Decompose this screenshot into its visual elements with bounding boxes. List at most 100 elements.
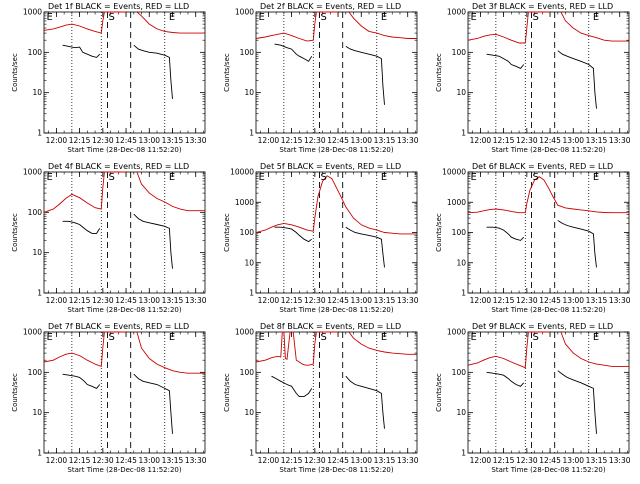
y-tick-label: 1000: [235, 328, 254, 337]
x-tick-label: 13:30: [185, 456, 207, 465]
x-tick-label: 12:30: [92, 136, 114, 145]
panel-title: Det 7f BLACK = Events, RED = LLD: [48, 322, 189, 331]
y-tick-label: 100: [28, 48, 43, 57]
x-tick-label: 12:30: [304, 296, 326, 305]
panel-3: Det 3f BLACK = Events, RED = LLD 1 10 100 10…: [435, 2, 631, 154]
series-lld-segment-1: [255, 175, 417, 235]
x-tick-label: 12:45: [539, 296, 561, 305]
x-tick-label: 12:45: [115, 456, 137, 465]
event-marker-e: E: [259, 332, 265, 343]
series-lld-segment-2: [136, 331, 205, 374]
x-tick-label: 12:00: [46, 456, 68, 465]
x-tick-label: 13:15: [374, 136, 396, 145]
x-tick-label: 13:30: [185, 136, 207, 145]
y-tick-label: 100: [28, 208, 43, 217]
series-events-segment-1: [274, 226, 312, 243]
x-tick-label: 13:30: [397, 296, 419, 305]
panel-title: Det 4f BLACK = Events, RED = LLD: [48, 162, 189, 171]
plot-frame: [467, 331, 630, 454]
panel-7: Det 7f BLACK = Events, RED = LLD 1 10 100 10…: [11, 322, 207, 474]
x-tick-label: 12:15: [281, 456, 303, 465]
x-tick-label: 12:30: [516, 456, 538, 465]
x-tick-label: 12:00: [470, 456, 492, 465]
series-lld-segment-2: [136, 11, 205, 34]
x-tick-label: 12:00: [258, 136, 280, 145]
x-axis-label: Start Time (28-Dec-08 11:52:20): [279, 306, 393, 314]
series-events-segment-1: [486, 53, 525, 69]
event-marker-e: E: [47, 12, 53, 23]
event-marker-s: S: [320, 12, 326, 23]
x-tick-label: 13:00: [350, 136, 372, 145]
y-tick-label: 1: [249, 289, 254, 298]
y-tick-label: 100: [240, 368, 255, 377]
x-tick-label: 13:15: [162, 136, 184, 145]
y-tick-label: 10: [244, 408, 254, 417]
x-tick-label: 13:00: [562, 296, 584, 305]
x-tick-label: 13:00: [138, 296, 160, 305]
event-marker-e: E: [169, 172, 175, 183]
x-tick-label: 12:15: [493, 136, 515, 145]
x-tick-label: 13:00: [562, 456, 584, 465]
x-tick-label: 12:45: [327, 296, 349, 305]
event-marker-e: E: [169, 332, 175, 343]
series-events-segment-2: [557, 370, 597, 434]
x-tick-label: 12:45: [327, 456, 349, 465]
x-tick-label: 13:30: [609, 296, 631, 305]
y-tick-label: 1: [249, 129, 254, 138]
panel-8: Det 8f BLACK = Events, RED = LLD 1 10 100 10…: [223, 322, 419, 474]
x-tick-label: 12:00: [470, 136, 492, 145]
panel-title: Det 8f BLACK = Events, RED = LLD: [260, 322, 401, 331]
y-tick-label: 1000: [235, 8, 254, 17]
event-marker-e: E: [471, 332, 477, 343]
x-tick-label: 12:00: [470, 296, 492, 305]
y-tick-label: 1000: [23, 8, 42, 17]
x-tick-label: 12:00: [46, 136, 68, 145]
x-tick-label: 13:15: [162, 456, 184, 465]
x-tick-label: 12:15: [69, 456, 91, 465]
x-tick-label: 13:00: [350, 296, 372, 305]
y-tick-label: 1000: [447, 328, 466, 337]
x-axis-label: Start Time (28-Dec-08 11:52:20): [491, 146, 605, 154]
x-tick-label: 13:15: [374, 296, 396, 305]
event-marker-e: E: [47, 332, 53, 343]
x-tick-label: 12:15: [69, 136, 91, 145]
event-marker-e: E: [169, 12, 175, 23]
series-events-segment-1: [274, 43, 313, 62]
x-tick-label: 12:15: [493, 456, 515, 465]
event-marker-s: S: [320, 172, 326, 183]
series-events-segment-1: [486, 226, 525, 241]
y-tick-label: 100: [452, 228, 467, 237]
y-tick-label: 1000: [23, 328, 42, 337]
y-tick-label: 10: [456, 258, 466, 267]
x-tick-label: 12:30: [304, 456, 326, 465]
x-tick-label: 13:00: [138, 136, 160, 145]
series-lld-segment-2: [560, 331, 629, 367]
x-axis-label: Start Time (28-Dec-08 11:52:20): [279, 466, 393, 474]
y-tick-label: 1: [37, 449, 42, 458]
panel-4: Det 4f BLACK = Events, RED = LLD 1 10 100 10…: [11, 162, 207, 314]
y-tick-label: 1: [461, 289, 466, 298]
series-events-segment-2: [557, 220, 597, 268]
y-tick-label: 1: [461, 129, 466, 138]
y-tick-label: 10: [32, 88, 42, 97]
series-lld-segment-1: [43, 331, 126, 368]
x-tick-label: 13:15: [586, 296, 608, 305]
x-tick-label: 12:30: [304, 136, 326, 145]
x-tick-label: 12:00: [258, 296, 280, 305]
x-tick-label: 12:45: [115, 136, 137, 145]
y-tick-label: 10000: [230, 168, 254, 177]
series-lld-segment-1: [43, 171, 126, 213]
panel-title: Det 3f BLACK = Events, RED = LLD: [472, 2, 613, 11]
panel-5: Det 5f BLACK = Events, RED = LLD 1 10 100 10…: [223, 162, 419, 314]
y-axis-label: Counts/sec: [435, 373, 443, 412]
x-tick-label: 13:15: [374, 456, 396, 465]
plot-frame: [467, 11, 630, 134]
x-tick-label: 13:30: [609, 136, 631, 145]
y-tick-label: 1: [461, 449, 466, 458]
y-tick-label: 100: [28, 368, 43, 377]
series-lld-segment-1: [467, 11, 550, 44]
x-tick-label: 13:30: [185, 296, 207, 305]
y-tick-label: 10: [244, 258, 254, 267]
